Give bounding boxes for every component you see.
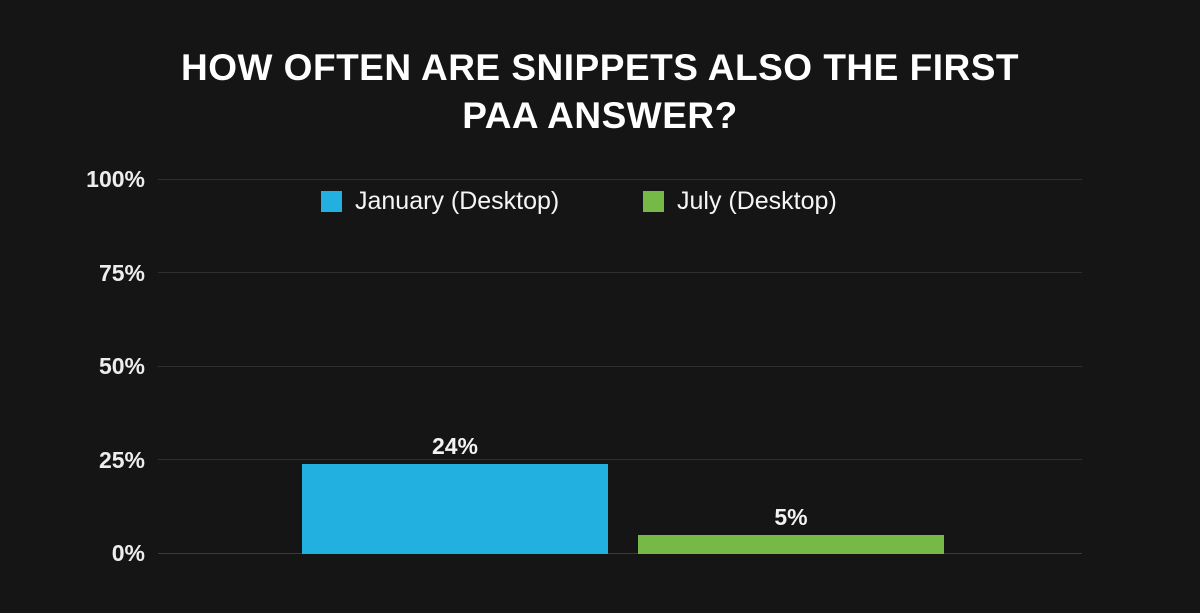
y-tick-label-25: 25% (98, 446, 145, 473)
bar-value-label-july: 5% (774, 504, 808, 530)
bar-value-label-january: 24% (431, 433, 479, 459)
legend-label-january: January (Desktop) (355, 186, 560, 215)
legend-item-january: January (Desktop) (321, 186, 560, 215)
chart-title: HOW OFTEN ARE SNIPPETS ALSO THE FIRST PA… (0, 44, 1200, 140)
chart-title-line2: PAA ANSWER? (462, 95, 738, 136)
y-tick-label-0: 0% (111, 540, 145, 566)
legend-swatch-july (643, 190, 664, 212)
gridline-50 (158, 365, 1082, 367)
chart-title-line1: HOW OFTEN ARE SNIPPETS ALSO THE FIRST (180, 47, 1019, 88)
bar-july (638, 535, 944, 554)
legend-item-july: July (Desktop) (643, 186, 837, 215)
chart-legend: January (Desktop) July (Desktop) (158, 186, 1082, 215)
legend-label-july: July (Desktop) (677, 186, 837, 215)
gridline-25 (158, 459, 1082, 460)
gridline-0 (158, 552, 1082, 554)
bar-january (302, 464, 608, 554)
plot-area: January (Desktop) July (Desktop) 24% 5% (158, 178, 1082, 554)
gridline-75 (158, 272, 1082, 273)
legend-swatch-january (321, 190, 342, 212)
y-tick-label-100: 100% (86, 166, 145, 192)
y-tick-label-50: 50% (98, 353, 145, 379)
y-tick-label-75: 75% (98, 259, 145, 286)
gridline-100 (158, 178, 1082, 180)
